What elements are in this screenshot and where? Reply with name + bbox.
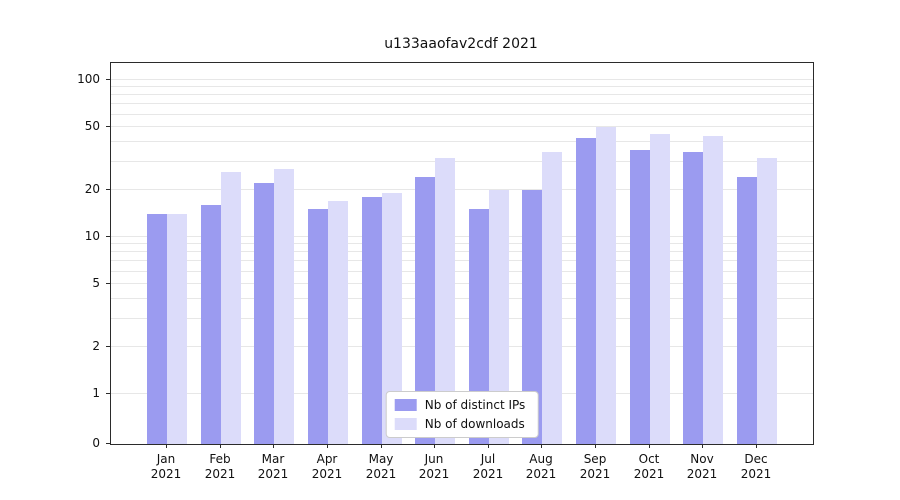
bar-apr-distinct-ips xyxy=(308,209,328,444)
x-tick-label-sep: Sep 2021 xyxy=(579,452,611,481)
bar-mar-distinct-ips xyxy=(254,183,274,444)
bar-aug-distinct-ips xyxy=(522,190,542,444)
gridline-10 xyxy=(111,236,813,237)
x-tick-mark-nov xyxy=(702,444,703,448)
gridline-90 xyxy=(111,86,813,87)
plot-area: Nb of distinct IPs Nb of downloads xyxy=(110,62,814,445)
y-tick-mark-10 xyxy=(106,236,110,237)
x-tick-label-jun: Jun 2021 xyxy=(418,452,450,481)
y-tick-label-10: 10 xyxy=(84,229,100,243)
legend: Nb of distinct IPs Nb of downloads xyxy=(385,391,539,438)
legend-label-downloads: Nb of downloads xyxy=(424,417,525,431)
gridline-5 xyxy=(111,283,813,284)
x-tick-label-may: May 2021 xyxy=(365,452,397,481)
y-tick-mark-2 xyxy=(106,346,110,347)
gridline-9 xyxy=(111,243,813,244)
y-tick-mark-5 xyxy=(106,283,110,284)
bar-jun-downloads xyxy=(435,158,455,444)
y-tick-label-100: 100 xyxy=(77,72,100,86)
x-tick-label-nov: Nov 2021 xyxy=(686,452,718,481)
gridline-70 xyxy=(111,103,813,104)
bar-jan-downloads xyxy=(167,214,187,444)
y-tick-mark-20 xyxy=(106,189,110,190)
legend-swatch-downloads-icon xyxy=(394,418,417,430)
x-tick-label-oct: Oct 2021 xyxy=(633,452,665,481)
y-tick-mark-50 xyxy=(106,126,110,127)
bar-dec-downloads xyxy=(757,158,777,444)
bar-oct-distinct-ips xyxy=(630,150,650,444)
y-tick-label-0: 0 xyxy=(92,436,100,450)
legend-item-downloads: Nb of downloads xyxy=(394,417,526,431)
gridline-100 xyxy=(111,79,813,80)
gridline-8 xyxy=(111,251,813,252)
gridline-2 xyxy=(111,346,813,347)
gridline-30 xyxy=(111,161,813,162)
gridline-80 xyxy=(111,94,813,95)
y-tick-label-5: 5 xyxy=(92,276,100,290)
y-tick-mark-1 xyxy=(106,393,110,394)
x-tick-mark-dec xyxy=(756,444,757,448)
x-tick-label-jan: Jan 2021 xyxy=(150,452,182,481)
x-tick-mark-mar xyxy=(273,444,274,448)
x-tick-label-jul: Jul 2021 xyxy=(472,452,504,481)
y-tick-label-20: 20 xyxy=(84,182,100,196)
x-tick-mark-jun xyxy=(434,444,435,448)
x-tick-mark-sep xyxy=(595,444,596,448)
bar-jul-distinct-ips xyxy=(469,209,489,444)
legend-label-distinct-ips: Nb of distinct IPs xyxy=(424,398,526,412)
y-tick-label-2: 2 xyxy=(92,339,100,353)
x-tick-mark-apr xyxy=(327,444,328,448)
x-tick-mark-oct xyxy=(649,444,650,448)
y-tick-mark-0 xyxy=(106,443,110,444)
x-tick-mark-aug xyxy=(541,444,542,448)
bar-nov-downloads xyxy=(703,136,723,444)
bar-apr-downloads xyxy=(328,201,348,444)
x-tick-label-feb: Feb 2021 xyxy=(204,452,236,481)
x-tick-mark-jan xyxy=(166,444,167,448)
x-tick-mark-jul xyxy=(488,444,489,448)
bar-sep-distinct-ips xyxy=(576,138,596,444)
chart-title: u133aaofav2cdf 2021 xyxy=(384,36,538,52)
x-tick-label-dec: Dec 2021 xyxy=(740,452,772,481)
x-tick-label-aug: Aug 2021 xyxy=(525,452,557,481)
y-tick-label-1: 1 xyxy=(92,386,100,400)
legend-swatch-distinct-ips-icon xyxy=(394,399,417,411)
bar-jun-distinct-ips xyxy=(415,177,435,444)
y-tick-label-50: 50 xyxy=(84,119,100,133)
gridline-60 xyxy=(111,114,813,115)
bar-aug-downloads xyxy=(542,152,562,444)
x-tick-label-apr: Apr 2021 xyxy=(311,452,343,481)
bar-may-distinct-ips xyxy=(362,197,382,444)
bar-dec-distinct-ips xyxy=(737,177,757,444)
gridline-7 xyxy=(111,260,813,261)
gridline-50 xyxy=(111,126,813,127)
gridline-40 xyxy=(111,141,813,142)
gridline-20 xyxy=(111,189,813,190)
bar-jul-downloads xyxy=(489,190,509,444)
y-tick-mark-100 xyxy=(106,79,110,80)
bar-nov-distinct-ips xyxy=(683,152,703,444)
x-tick-mark-feb xyxy=(220,444,221,448)
bar-jan-distinct-ips xyxy=(147,214,167,444)
bar-mar-downloads xyxy=(274,169,294,444)
gridline-4 xyxy=(111,298,813,299)
gridline-3 xyxy=(111,318,813,319)
bar-may-downloads xyxy=(382,193,402,444)
x-tick-mark-may xyxy=(381,444,382,448)
x-tick-label-mar: Mar 2021 xyxy=(257,452,289,481)
gridline-6 xyxy=(111,271,813,272)
legend-item-distinct-ips: Nb of distinct IPs xyxy=(394,398,526,412)
bar-feb-distinct-ips xyxy=(201,205,221,444)
bar-oct-downloads xyxy=(650,134,670,444)
bar-feb-downloads xyxy=(221,172,241,444)
bar-sep-downloads xyxy=(596,127,616,444)
